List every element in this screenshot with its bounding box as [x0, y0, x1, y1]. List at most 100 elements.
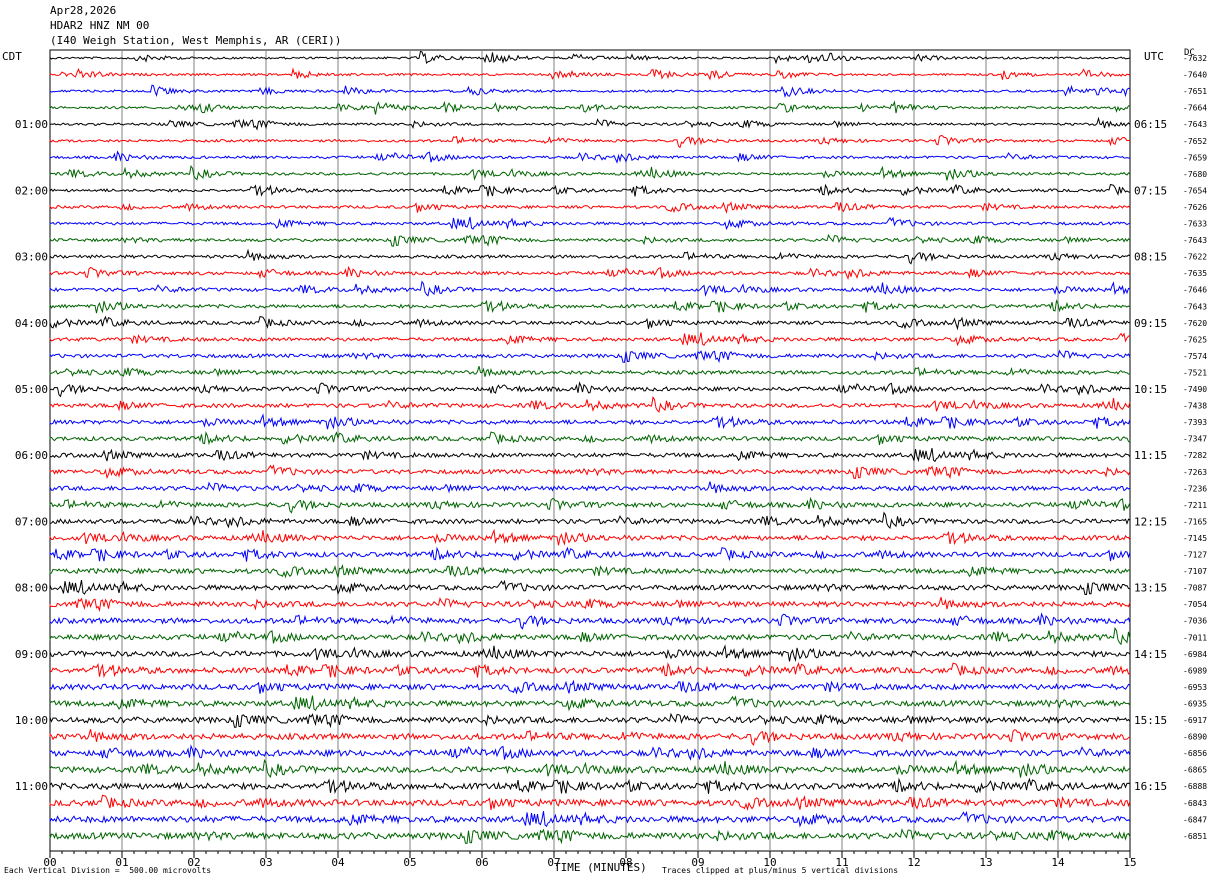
trace-line	[49, 481, 1131, 494]
right-timezone-label: UTC	[1144, 50, 1164, 63]
dc-offset-label: -7145	[1183, 534, 1207, 543]
dc-offset-label: -7107	[1183, 567, 1207, 576]
trace-line	[49, 546, 1131, 562]
trace-line	[49, 626, 1131, 646]
dc-offset-header: DC	[1184, 48, 1195, 58]
dc-offset-label: -7659	[1183, 153, 1207, 162]
dc-offset-label: -7622	[1183, 253, 1207, 262]
dc-offset-label: -7347	[1183, 435, 1207, 444]
trace-line	[49, 280, 1131, 297]
left-hour-label: 02:00	[15, 184, 48, 197]
trace-line	[49, 528, 1131, 546]
trace-line	[49, 828, 1131, 845]
trace-line	[49, 662, 1131, 679]
trace-line	[49, 413, 1131, 430]
left-hour-label: 11:00	[15, 780, 48, 793]
trace-line	[49, 810, 1131, 828]
dc-offset-label: -7165	[1183, 517, 1207, 526]
trace-line	[49, 729, 1131, 746]
dc-offset-label: -7664	[1183, 104, 1207, 113]
dc-offset-label: -6935	[1183, 699, 1207, 708]
right-hour-label: 11:15	[1134, 449, 1167, 462]
trace-line	[49, 299, 1131, 314]
date-label: Apr28,2026	[50, 4, 117, 17]
trace-line	[49, 794, 1131, 811]
dc-offset-label: -7633	[1183, 220, 1207, 229]
x-tick-label: 13	[979, 856, 992, 869]
left-hour-label: 09:00	[15, 648, 48, 661]
right-hour-label: 07:15	[1134, 184, 1167, 197]
trace-line	[49, 84, 1131, 98]
trace-line	[49, 744, 1131, 761]
trace-line	[49, 511, 1131, 529]
right-hour-label: 15:15	[1134, 714, 1167, 727]
dc-offset-label: -6888	[1183, 782, 1207, 791]
x-tick-label: 11	[835, 856, 848, 869]
trace-line	[49, 201, 1131, 215]
right-hour-label: 16:15	[1134, 780, 1167, 793]
x-tick-label: 09	[691, 856, 704, 869]
trace-line	[49, 233, 1131, 247]
right-hour-label: 09:15	[1134, 317, 1167, 330]
x-tick-label: 10	[763, 856, 776, 869]
x-tick-label: 00	[43, 856, 56, 869]
dc-offset-label: -6989	[1183, 666, 1207, 675]
station-label: HDAR2 HNZ NM 00	[50, 19, 150, 32]
dc-offset-label: -7646	[1183, 286, 1207, 295]
trace-line	[49, 579, 1131, 596]
dc-offset-label: -6843	[1183, 799, 1207, 808]
dc-offset-label: -7632	[1183, 54, 1207, 63]
trace-line	[49, 381, 1131, 398]
trace-line	[49, 265, 1131, 280]
dc-offset-label: -7011	[1183, 633, 1207, 642]
dc-offset-label: -7625	[1183, 335, 1207, 344]
dc-offset-label: -7680	[1183, 170, 1207, 179]
dc-offset-label: -7127	[1183, 551, 1207, 560]
left-hour-label: 07:00	[15, 515, 48, 528]
x-tick-label: 04	[331, 856, 345, 869]
dc-offset-label: -6984	[1183, 650, 1207, 659]
trace-line	[49, 777, 1131, 795]
trace-line	[49, 596, 1131, 613]
dc-offset-label: -7640	[1183, 71, 1207, 80]
x-tick-label: 06	[475, 856, 488, 869]
trace-line	[49, 612, 1131, 630]
trace-line	[49, 464, 1131, 480]
x-tick-label: 02	[187, 856, 200, 869]
right-hour-label: 08:15	[1134, 251, 1167, 264]
scale-note: Each Vertical Division = 500.00 microvol…	[4, 866, 212, 875]
trace-line	[49, 758, 1131, 778]
left-timezone-label: CDT	[2, 50, 22, 63]
x-tick-label: 15	[1123, 856, 1136, 869]
dc-offset-label: -7652	[1183, 137, 1207, 146]
trace-line	[49, 248, 1131, 265]
trace-line	[49, 50, 1131, 65]
left-hour-label: 05:00	[15, 383, 48, 396]
dc-offset-label: -7438	[1183, 402, 1207, 411]
trace-line	[49, 183, 1131, 197]
dc-offset-label: -7521	[1183, 368, 1207, 377]
dc-offset-label: -6865	[1183, 766, 1207, 775]
x-tick-label: 01	[115, 856, 128, 869]
trace-line	[49, 431, 1131, 446]
dc-offset-label: -7236	[1183, 484, 1207, 493]
left-hour-label: 04:00	[15, 317, 48, 330]
trace-line	[49, 150, 1131, 164]
trace-line	[49, 695, 1131, 712]
trace-line	[49, 365, 1130, 378]
trace-line	[49, 332, 1131, 347]
trace-line	[49, 67, 1131, 81]
dc-offset-label: -6856	[1183, 749, 1207, 758]
dc-offset-label: -7574	[1183, 352, 1207, 361]
dc-offset-label: -7635	[1183, 269, 1207, 278]
dc-offset-label: -6953	[1183, 683, 1207, 692]
dc-offset-label: -6917	[1183, 716, 1207, 725]
x-tick-label: 12	[907, 856, 920, 869]
dc-offset-label: -7643	[1183, 236, 1207, 245]
left-hour-label: 03:00	[15, 251, 48, 264]
trace-line	[49, 134, 1131, 149]
trace-line	[49, 712, 1131, 729]
trace-line	[49, 116, 1131, 131]
dc-offset-label: -7393	[1183, 418, 1207, 427]
